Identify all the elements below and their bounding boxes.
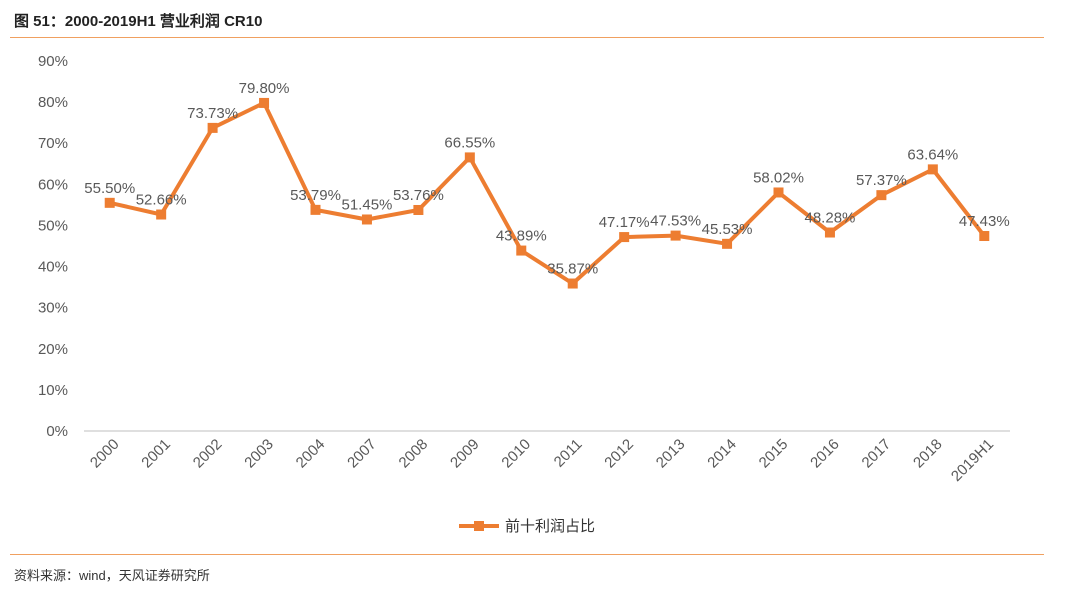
data-point-marker — [104, 197, 115, 208]
data-label: 63.64% — [907, 146, 958, 163]
data-label: 43.89% — [496, 228, 547, 245]
data-label: 47.53% — [650, 213, 701, 230]
y-tick-label: 80% — [38, 94, 68, 111]
x-tick-label: 2007 — [344, 436, 380, 472]
x-tick-label: 2011 — [551, 436, 586, 471]
data-label: 57.37% — [856, 172, 907, 189]
y-axis-ticks: 0% 10% 20% 30% 40% 50% 60% 70% 80% 90% — [38, 53, 68, 440]
y-tick-label: 30% — [38, 300, 68, 317]
data-point-marker — [516, 245, 527, 256]
x-tick-label: 2013 — [653, 436, 689, 472]
y-tick-label: 40% — [38, 259, 68, 276]
y-tick-label: 90% — [38, 53, 68, 70]
data-point-marker — [567, 278, 578, 289]
data-label: 45.53% — [702, 221, 753, 238]
data-point-marker — [413, 204, 424, 215]
x-tick-label: 2004 — [293, 436, 329, 472]
x-tick-label: 2018 — [910, 436, 946, 472]
x-tick-label: 2002 — [190, 436, 226, 472]
data-label: 66.55% — [444, 134, 495, 151]
data-point-marker — [876, 190, 887, 201]
x-tick-label: 2015 — [756, 436, 792, 472]
data-label: 53.76% — [393, 187, 444, 204]
y-tick-label: 20% — [38, 341, 68, 358]
data-point-marker — [824, 227, 835, 238]
data-label: 52.66% — [136, 192, 187, 209]
data-point-marker — [156, 209, 167, 220]
data-point-marker — [361, 214, 372, 225]
data-label: 35.87% — [547, 261, 598, 278]
x-tick-label: 2016 — [807, 436, 843, 472]
y-tick-label: 70% — [38, 135, 68, 152]
y-tick-label: 10% — [38, 382, 68, 399]
legend: 前十利润占比 — [459, 518, 595, 535]
data-label: 55.50% — [84, 180, 135, 197]
data-label: 79.80% — [239, 80, 290, 97]
data-point-marker — [464, 152, 475, 163]
x-axis-ticks: 2000 2001 2002 2003 2004 2007 2008 2009 2010 2011… — [87, 436, 997, 485]
x-tick-label: 2014 — [704, 436, 740, 472]
x-tick-label: 2008 — [396, 436, 432, 472]
data-point-marker — [310, 204, 321, 215]
data-label: 47.17% — [599, 214, 650, 231]
y-tick-label: 50% — [38, 217, 68, 234]
data-point-marker — [722, 238, 733, 249]
x-tick-label: 2019H1 — [948, 436, 997, 485]
line-chart: 0%10%20%30%40%50%60%70%80%90% 2000 2001 20… — [38, 53, 1010, 535]
x-tick-label: 2001 — [138, 436, 174, 472]
data-point-marker — [207, 122, 218, 133]
data-point-marker — [619, 232, 630, 243]
data-point-marker — [979, 231, 990, 242]
x-tick-label: 2017 — [859, 436, 895, 472]
figure-title: 图 51：2000-2019H1 营业利润 CR10 — [14, 13, 263, 30]
series-markers — [104, 97, 990, 289]
y-tick-label: 60% — [38, 176, 68, 193]
x-tick-label: 2003 — [241, 436, 277, 472]
data-label: 53.79% — [290, 187, 341, 204]
x-tick-label: 2009 — [447, 436, 483, 472]
data-label: 51.45% — [342, 196, 393, 213]
legend-marker-swatch — [474, 521, 484, 531]
data-point-marker — [259, 97, 270, 108]
data-point-marker — [773, 187, 784, 198]
x-tick-label: 2012 — [601, 436, 637, 472]
series-line — [109, 100, 986, 286]
top-divider — [10, 37, 1044, 38]
x-tick-label: 2010 — [498, 436, 534, 472]
data-label: 58.02% — [753, 169, 804, 186]
data-label: 73.73% — [187, 105, 238, 122]
data-label: 47.43% — [959, 213, 1010, 230]
data-point-marker — [927, 164, 938, 175]
source-note: 资料来源：wind，天风证券研究所 — [14, 568, 210, 583]
legend-label: 前十利润占比 — [505, 518, 595, 535]
data-point-marker — [670, 230, 681, 241]
data-label: 48.28% — [805, 210, 856, 227]
data-labels: 55.50%52.66% 73.73%79.80% 53.79%51.45%53.7… — [84, 80, 1009, 278]
y-tick-label: 0% — [46, 423, 68, 440]
x-tick-label: 2000 — [87, 436, 123, 472]
bottom-divider — [10, 554, 1044, 555]
